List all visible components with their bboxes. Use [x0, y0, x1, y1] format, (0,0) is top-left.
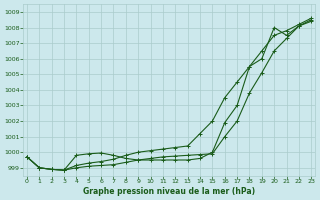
X-axis label: Graphe pression niveau de la mer (hPa): Graphe pression niveau de la mer (hPa) — [83, 187, 255, 196]
